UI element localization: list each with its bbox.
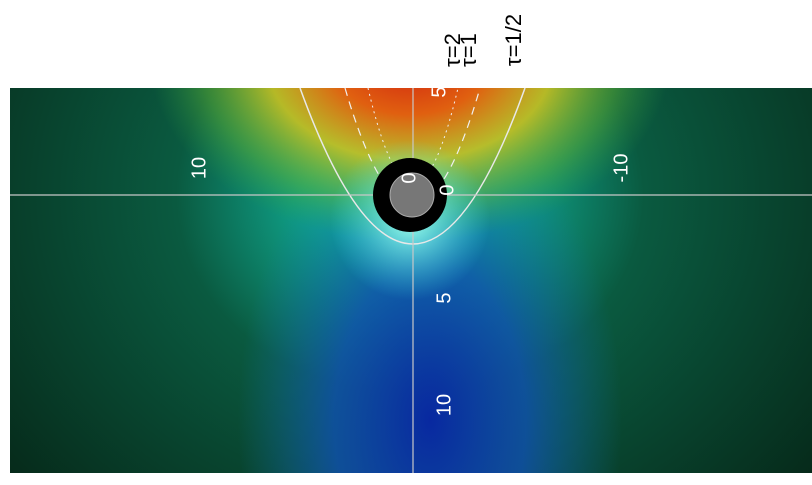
v-axis-label: 10 [433, 394, 455, 416]
h-axis-label: -10 [610, 154, 632, 183]
v-axis-label: 0 [436, 184, 458, 195]
v-axis-label: 5 [433, 292, 455, 303]
curve-label: τ=1 [456, 33, 481, 67]
v-axis-label: 5 [428, 86, 450, 97]
inner-disk [389, 172, 435, 218]
h-axis-label: 10 [188, 157, 210, 179]
curve-dashed [344, 88, 481, 205]
curve-label: τ=1/2 [501, 14, 526, 66]
field: 10 0 -10 5 0 5 10 [10, 86, 812, 473]
h-axis-label: 0 [398, 172, 420, 183]
curve-label: τ=2 [440, 33, 465, 67]
